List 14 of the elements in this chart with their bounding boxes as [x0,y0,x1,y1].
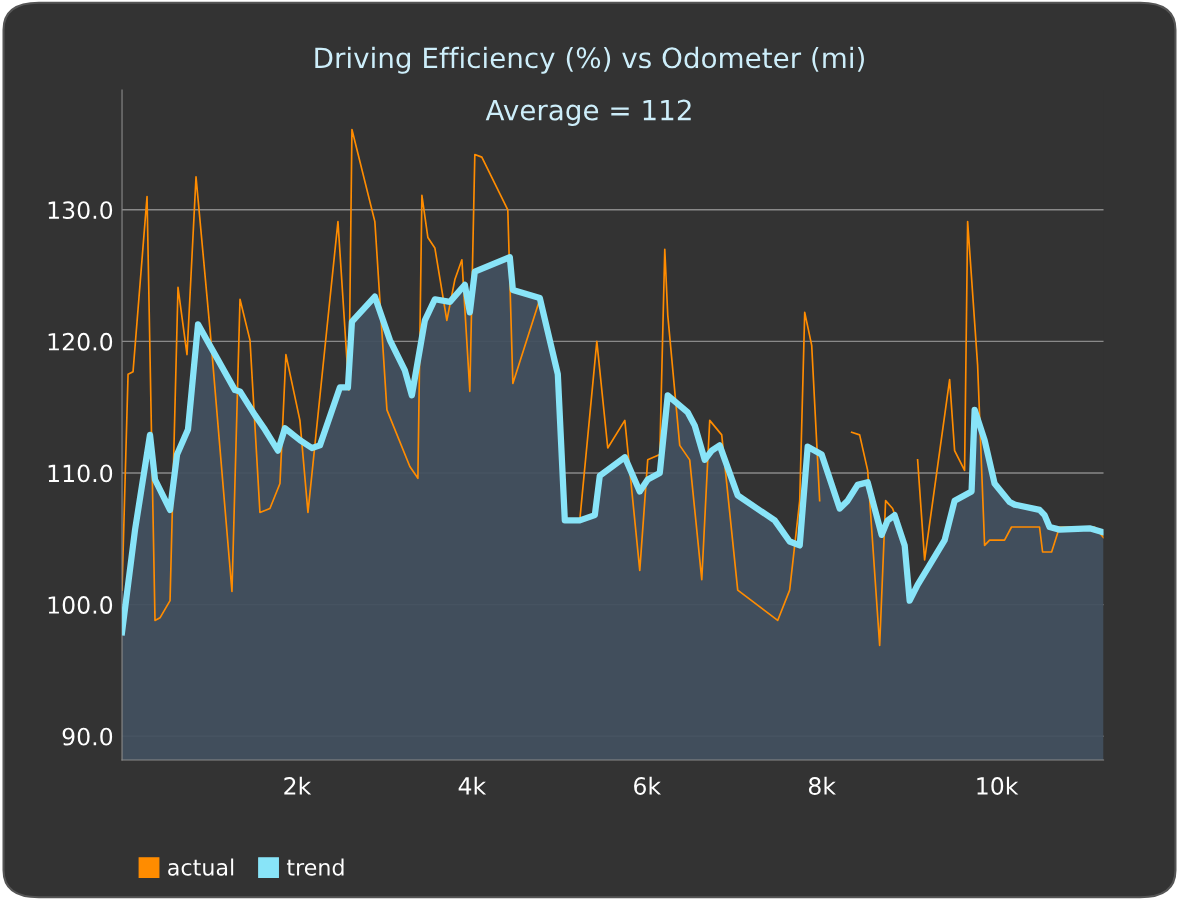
chart-title: Driving Efficiency (%) vs Odometer (mi) [315,46,864,74]
legend-label: trend [286,858,344,876]
x-tick-label: 6k [634,776,662,795]
y-tick-label: 120.0 [48,332,113,351]
legend-label: actual [168,858,234,876]
y-tick-label: 90.0 [62,727,113,746]
y-tick-label: 100.0 [48,596,113,614]
x-tick-label: 8k [808,776,836,795]
y-tick-label: 110.0 [48,464,113,483]
chart-subtitle: Average = 112 [485,99,691,126]
y-tick-label: 130.0 [48,201,113,220]
x-tick-label: 4k [458,776,487,795]
x-tick-label: 2k [284,776,312,795]
x-tick-label: 10k [977,776,1019,795]
